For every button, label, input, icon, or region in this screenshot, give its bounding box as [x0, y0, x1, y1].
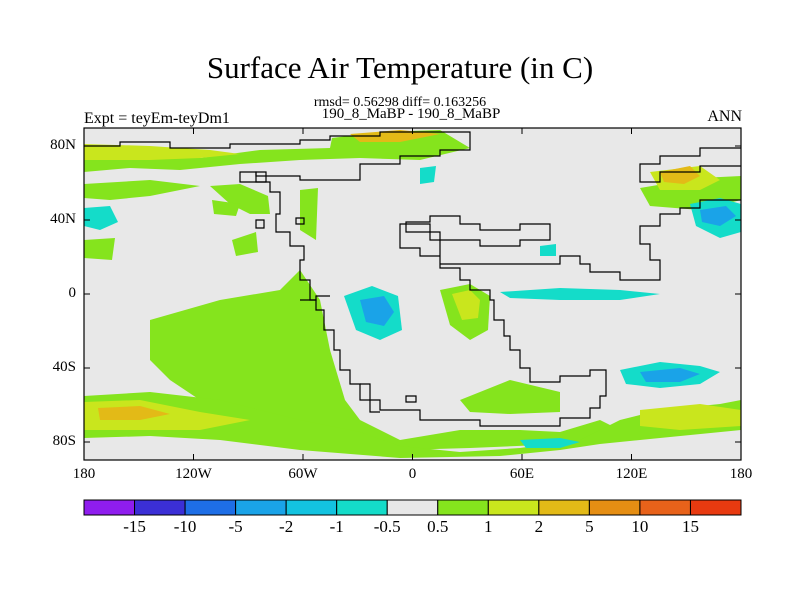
south-indian-warm-patch: [460, 380, 560, 414]
experiment-label: Expt = teyEm-teyDm1: [84, 110, 230, 127]
tropical-warm-tongue: [150, 270, 620, 450]
colorbar-swatch: [83, 499, 136, 516]
southeast-pacific-warm: [84, 238, 115, 260]
asia-cool-dot: [540, 244, 556, 256]
lat-tick-label: 40S: [52, 359, 76, 375]
lon-tick-label: 60E: [509, 466, 535, 482]
north-pacific-cool: [84, 206, 118, 230]
north-atlantic-mid-warm: [84, 144, 240, 160]
colorbar-tick-label: 5: [585, 517, 594, 536]
lon-tick-label: 120W: [175, 466, 212, 482]
lat-tick-label: 0: [68, 285, 77, 301]
small-island-3: [255, 219, 265, 229]
colorbar-tick-label: -15: [123, 517, 146, 536]
greenland-strong-warm: [350, 130, 440, 142]
colorbar: [83, 499, 742, 516]
pacific-nw-warm-patch: [212, 200, 240, 216]
lat-tick-label: 80S: [52, 433, 76, 449]
lon-tick-label: 180: [72, 466, 96, 482]
colorbar-tick-label: 15: [681, 517, 699, 536]
colorbar-tick-label: 2: [534, 517, 544, 536]
gondwana-outline: [300, 295, 330, 301]
south-pole-cool: [520, 438, 580, 448]
east-asia-outline: [639, 147, 741, 183]
africa-mid-warm: [452, 290, 480, 320]
colorbar-tick-label: -1: [329, 517, 344, 536]
antarctic-outline: [360, 383, 380, 413]
equatorial-east-cool: [500, 288, 660, 300]
tropical-mid-cool: [360, 296, 394, 326]
tethys-island-1: [405, 215, 551, 247]
lat-tick-label: 80N: [50, 137, 76, 153]
colorbar-swatch: [386, 499, 439, 516]
map-title: Surface Air Temperature (in C): [206, 50, 594, 85]
colorbar-tick-label: 0.5: [427, 517, 449, 536]
colorbar-swatch: [285, 499, 338, 516]
colorbar-swatch: [639, 499, 691, 516]
colorbar-swatch: [235, 499, 287, 516]
continent-outlines: [84, 131, 741, 427]
colorbar-swatch: [184, 499, 237, 516]
southern-ocean-strong-warm: [98, 406, 170, 420]
small-island-4: [405, 395, 417, 403]
lon-tick-label: 180: [729, 466, 753, 482]
stats-subtitle: rmsd= 0.56298 diff= 0.163256: [313, 95, 487, 110]
colorbar-swatch: [487, 499, 540, 516]
pangea-north-outline: [84, 131, 741, 427]
colorbar-swatch: [689, 499, 742, 516]
lat-tick-label: 40N: [50, 211, 76, 227]
lon-tick-label: 0: [408, 466, 417, 482]
lon-tick-marks: [83, 128, 742, 460]
colorbar-swatch: [134, 499, 186, 516]
colorbar-tick-label: 1: [484, 517, 493, 536]
east-siberia-strong-warm: [660, 166, 700, 184]
north-central-warm-patch: [300, 188, 318, 240]
colorbar-tick-label: -5: [228, 517, 243, 536]
lat-tick-marks: [84, 145, 741, 443]
season-label: ANN: [707, 108, 742, 125]
north-america-cool-dot: [420, 166, 436, 184]
north-atlantic-warm-patch: [210, 184, 270, 214]
colorbar-swatch: [336, 499, 388, 516]
cool-mid-regions: [360, 206, 736, 382]
colorbar-swatch: [437, 499, 489, 516]
north-east-mid-cool: [700, 206, 736, 226]
colorbar-swatch: [538, 499, 590, 516]
colorbar-tick-label: -10: [173, 517, 197, 536]
colorbar-swatch: [588, 499, 641, 516]
colorbar-tick-label: -2: [279, 517, 294, 536]
small-island-2: [295, 217, 305, 225]
lon-tick-label: 60W: [288, 466, 318, 482]
case-label: 190_8_MaBP - 190_8_MaBP: [321, 106, 501, 122]
small-island-1: [255, 171, 267, 183]
warm-strong-regions: [98, 130, 700, 420]
southeast-mid-warm: [640, 404, 741, 430]
south-east-mid-cool: [640, 368, 700, 382]
colorbar-tick-label: -0.5: [373, 517, 401, 536]
small-warm-patch-1: [232, 232, 258, 256]
lon-tick-label: 120E: [615, 466, 648, 482]
north-pacific-warm-band: [84, 180, 200, 200]
colorbar-tick-label: 10: [631, 517, 649, 536]
